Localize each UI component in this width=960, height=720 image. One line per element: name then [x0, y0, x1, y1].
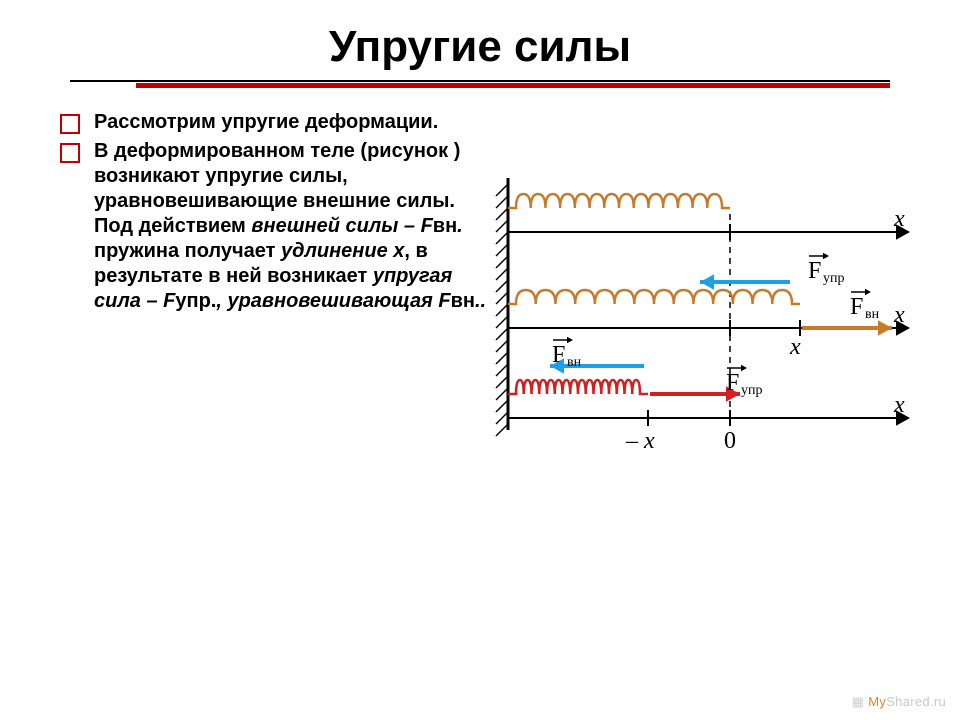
bullet-item: Рассмотрим упругие деформации.: [60, 110, 490, 135]
slide: Упругие силы Рассмотрим упругие деформац…: [0, 0, 960, 720]
diagram-column: [490, 110, 920, 318]
underline-thin: [70, 80, 890, 82]
spring-diagram: [490, 170, 920, 465]
bullet-text: В деформированном теле (рисунок ) возник…: [94, 139, 490, 314]
watermark: ▦ MyShared.ru: [852, 694, 946, 710]
watermark-my: My: [868, 694, 886, 709]
bullet-text: Рассмотрим упругие деформации.: [94, 110, 438, 135]
bullet-list: Рассмотрим упругие деформации. В деформир…: [60, 110, 490, 318]
bullet-box-icon: [60, 114, 80, 134]
watermark-icon: ▦: [852, 694, 869, 709]
diagram-canvas: [490, 170, 920, 460]
slide-title: Упругие силы: [0, 0, 960, 80]
underline-thick: [136, 83, 890, 88]
bullet-item: В деформированном теле (рисунок ) возник…: [60, 139, 490, 314]
slide-body: Рассмотрим упругие деформации. В деформир…: [0, 110, 960, 318]
watermark-rest: Shared.ru: [886, 694, 946, 709]
bullet-box-icon: [60, 143, 80, 163]
title-underline: [70, 80, 890, 88]
